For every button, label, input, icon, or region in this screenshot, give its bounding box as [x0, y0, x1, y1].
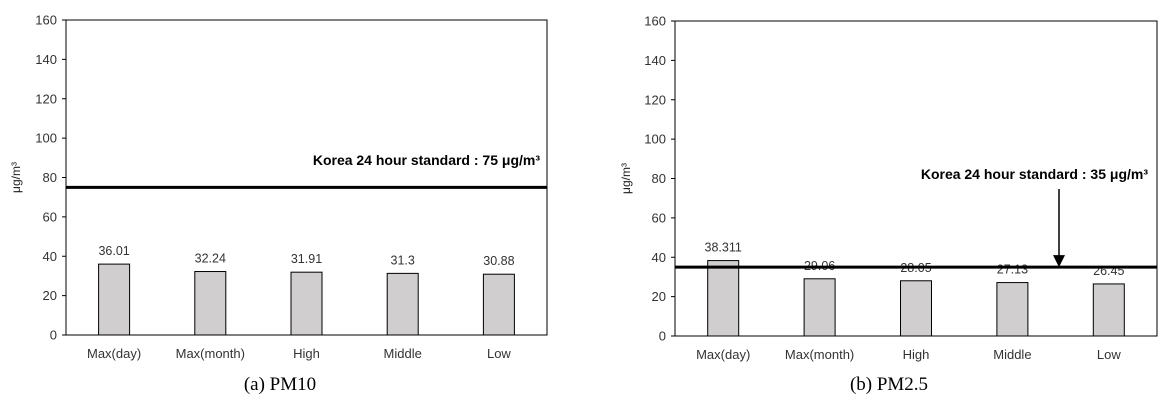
panel-b-bar-1	[707, 260, 740, 337]
panel-a-data-label-4: 31.3	[391, 253, 415, 267]
panel-b-y-tick-label: 120	[644, 92, 666, 107]
panel-a-y-tick-label: 20	[43, 288, 57, 303]
panel-a-category-label-2: Max(month)	[176, 346, 245, 361]
panel-a-y-tick-label: 140	[35, 52, 57, 67]
panel-a-data-label-5: 30.88	[483, 254, 514, 268]
panel-a-y-tick-label: 0	[50, 328, 57, 343]
panel-a-data-label-3: 31.91	[291, 252, 322, 266]
panel-b-y-tick-label: 80	[652, 171, 666, 186]
panel-b-category-label-2: Max(month)	[785, 347, 854, 362]
panel-b-data-label-1: 38.311	[705, 241, 742, 255]
panel-b-y-tick-label: 140	[644, 53, 666, 68]
panel-a-bar-5	[482, 273, 515, 336]
panel-b-category-label-1: Max(day)	[696, 347, 750, 362]
chart-panel-pm25: 0 20 40 60 80 100 120 140 160 μg/m³ 38.311 Max(day)…	[619, 14, 1158, 395]
panel-a-bar-4	[386, 272, 419, 336]
panel-b-category-label-5: Low	[1097, 347, 1121, 362]
panel-b-y-tick-label: 40	[652, 250, 666, 265]
panel-b-y-tick-label: 100	[644, 132, 666, 147]
panel-a-bar-1	[98, 263, 131, 336]
panel-b-category-label-4: Middle	[993, 347, 1031, 362]
panel-b-category-label-3: High	[903, 347, 930, 362]
panel-a-y-tick-label: 160	[35, 13, 57, 28]
panel-a-category-label-3: High	[293, 346, 320, 361]
panel-a-y-axis-label: μg/m³	[9, 162, 23, 193]
panel-a-y-tick-label: 80	[43, 170, 57, 185]
panel-b-bar-2	[803, 278, 836, 337]
panel-b-bar-4	[996, 282, 1029, 337]
panel-b-y-tick-label: 0	[659, 329, 666, 344]
panel-a-y-tick-label: 100	[35, 131, 57, 146]
panel-a-data-label-1: 36.01	[98, 244, 129, 258]
panel-a-bar-2	[194, 271, 227, 336]
panel-b-y-tick-label: 160	[644, 14, 666, 29]
panel-a-caption: (a) PM10	[244, 374, 316, 395]
panel-a-y-tick-label: 60	[43, 209, 57, 224]
panel-b-bar-3	[900, 280, 932, 337]
panel-b-standard-label: Korea 24 hour standard : 35 μg/m³	[921, 166, 1149, 182]
panel-a-y-tick-label: 120	[35, 91, 57, 106]
panel-a-standard-label: Korea 24 hour standard : 75 μg/m³	[313, 152, 541, 168]
panel-b-y-tick-label: 60	[652, 210, 666, 225]
panel-b-data-label-4: 27.13	[997, 263, 1028, 277]
panel-b-bar-5	[1092, 283, 1125, 337]
panel-a-y-tick-label: 40	[43, 249, 57, 264]
panel-a-category-label-5: Low	[487, 346, 511, 361]
chart-panel-pm10: 0 20 40 60 80 100 120 140 160 μg/m³ 36.01 Max(day) 3…	[9, 13, 548, 395]
panel-b-caption: (b) PM2.5	[850, 374, 928, 395]
panel-a-category-label-1: Max(day)	[87, 346, 141, 361]
panel-a-category-label-4: Middle	[384, 346, 422, 361]
panel-a-bar-3	[290, 271, 323, 336]
panel-b-y-tick-label: 20	[652, 289, 666, 304]
panel-a-data-label-2: 32.24	[195, 252, 226, 266]
panel-b-y-axis-label: μg/m³	[619, 163, 633, 194]
